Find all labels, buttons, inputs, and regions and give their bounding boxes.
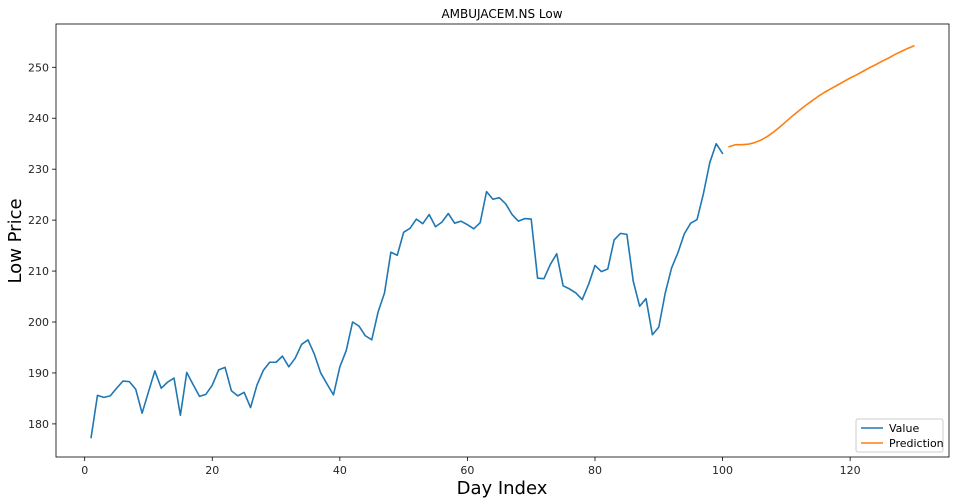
y-tick-label: 200 [28, 316, 49, 329]
y-axis: 180 190 200 210 220 230 240 250 [28, 61, 56, 431]
plot-frame [55, 23, 950, 458]
y-tick-label: 230 [28, 163, 49, 176]
y-tick-label: 210 [28, 265, 49, 278]
x-tick-label: 80 [588, 464, 602, 477]
series-line-value [90, 142, 724, 439]
y-axis-label: Low Price [5, 198, 26, 283]
x-tick-label: 40 [333, 464, 347, 477]
y-tick-label: 190 [28, 367, 49, 380]
plot-area [55, 23, 950, 458]
x-axis: 0 20 40 60 80 100 120 [81, 457, 861, 477]
y-tick-label: 240 [28, 112, 49, 125]
x-tick-label: 20 [205, 464, 219, 477]
legend: Value Prediction [855, 418, 944, 453]
y-tick-label: 250 [28, 61, 49, 74]
x-axis-label: Day Index [457, 478, 548, 499]
series-line-prediction [728, 45, 915, 148]
y-tick-label: 180 [28, 418, 49, 431]
legend-label-value: Value [889, 422, 919, 435]
series-layer [90, 45, 915, 439]
chart-title: AMBUJACEM.NS Low [441, 7, 562, 21]
y-tick-label: 220 [28, 214, 49, 227]
x-tick-label: 100 [712, 464, 733, 477]
x-tick-label: 60 [460, 464, 474, 477]
legend-label-prediction: Prediction [889, 437, 944, 450]
x-tick-label: 0 [81, 464, 88, 477]
x-tick-label: 120 [840, 464, 861, 477]
